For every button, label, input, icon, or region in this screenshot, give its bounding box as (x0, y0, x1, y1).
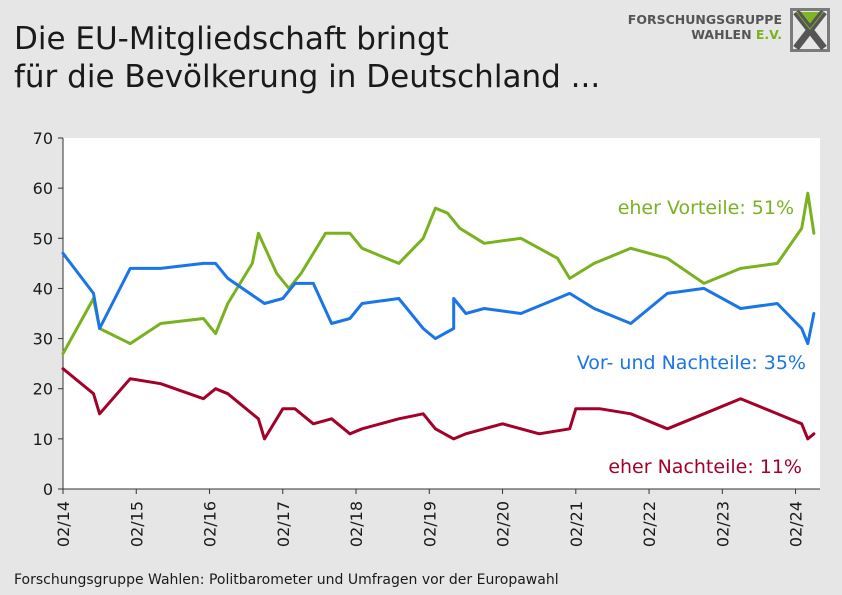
x-tick-label: 02/24 (787, 501, 806, 547)
x-tick-label: 02/22 (640, 501, 659, 547)
logo: FORSCHUNGSGRUPPE WAHLEN E.V. (628, 8, 834, 54)
logo-text-line-2: WAHLEN E.V. (628, 27, 782, 42)
y-tick-label: 10 (33, 430, 53, 449)
series-labels: eher Vorteile: 51% Vor- und Nachteile: 35… (577, 197, 806, 478)
chart-title-line-2: für die Bevölkerung in Deutschland ... (14, 59, 601, 95)
series-line-1 (61, 191, 816, 356)
x-tick-label: 02/16 (201, 501, 220, 547)
series-label-2: Vor- und Nachteile: 35% (577, 352, 806, 374)
axes: 0 10 20 30 40 50 60 70 02/14 02/15 02/16 02/17 02/18… (33, 129, 820, 547)
x-tick-label: 02/23 (713, 501, 732, 547)
y-tick-label: 0 (43, 480, 53, 499)
x-tick-label: 02/17 (274, 501, 293, 547)
series-lines (61, 191, 816, 441)
source-note: Forschungsgruppe Wahlen: Politbarometer … (14, 572, 559, 588)
logo-text-ev: E.V. (755, 27, 782, 42)
y-tick-label: 50 (33, 229, 53, 248)
x-tick-label: 02/18 (347, 501, 366, 547)
x-tick-label: 02/20 (494, 501, 513, 547)
logo-text-wahlen: WAHLEN (691, 27, 752, 42)
series-line-3 (61, 367, 816, 441)
x-tick-label: 02/19 (420, 501, 439, 547)
x-tick-label: 02/14 (54, 501, 73, 547)
logo-mark-icon (790, 8, 830, 52)
series-label-3: eher Nachteile: 11% (608, 456, 802, 478)
x-tick-label: 02/15 (127, 501, 146, 547)
y-tick-label: 70 (33, 129, 53, 148)
plot-area (63, 138, 820, 489)
header (0, 0, 842, 108)
series-line-2 (61, 251, 816, 346)
x-tick-label: 02/21 (567, 501, 586, 547)
chart-title-line-1: Die EU-Mitgliedschaft bringt (14, 21, 449, 57)
y-tick-label: 40 (33, 279, 53, 298)
y-tick-label: 20 (33, 380, 53, 399)
logo-text-line-1: FORSCHUNGSGRUPPE (627, 12, 782, 27)
series-label-1: eher Vorteile: 51% (618, 197, 794, 219)
y-tick-label: 30 (33, 330, 53, 349)
y-tick-label: 60 (33, 179, 53, 198)
logo-text: FORSCHUNGSGRUPPE WAHLEN E.V. (628, 12, 782, 42)
chart-title: Die EU-Mitgliedschaft bringt für die Bev… (14, 20, 600, 96)
